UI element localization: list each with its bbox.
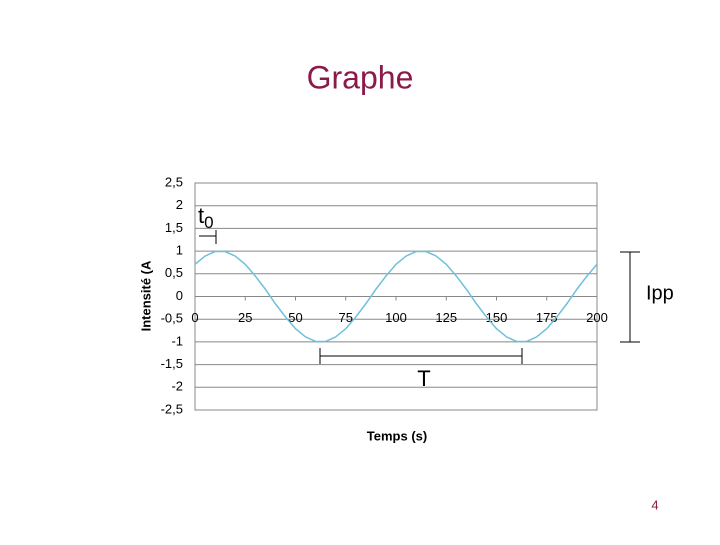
y-tick-label: 1,5 [165,220,183,235]
x-tick-label: 50 [288,310,302,325]
ipp-bracket [620,251,640,343]
x-tick-label: 150 [486,310,508,325]
x-tick-label: 0 [191,310,198,325]
period-bracket [319,348,523,364]
sine-curve [194,250,598,343]
x-tick-label: 100 [385,310,407,325]
t0-bracket [199,230,217,244]
y-tick-label: -2,5 [161,401,183,416]
x-tick-label: 200 [586,310,608,325]
y-tick-label: 0,5 [165,265,183,280]
slide-title: Graphe [307,59,414,95]
y-tick-label: -0,5 [161,311,183,326]
y-tick-label: -1 [171,333,183,348]
x-tick-label: 125 [435,310,457,325]
t0-label: t0 [198,203,214,233]
y-tick-label: 1 [176,243,183,258]
x-tick-label: 75 [339,310,353,325]
y-axis-title: Intensité (A [138,260,153,331]
x-tick-label: 25 [238,310,252,325]
x-tick-label: 175 [536,310,558,325]
y-tick-label: 2,5 [165,174,183,189]
t0-main: t [198,203,204,228]
x-axis-title: Temps (s) [367,428,427,443]
ipp-label: Ipp [646,282,674,304]
y-tick-label: -1,5 [161,356,183,371]
y-tick-label: 0 [176,288,183,303]
period-label: T [417,366,430,391]
y-tick-label: 2 [176,197,183,212]
t0-sub: 0 [204,213,213,232]
page-number: 4 [651,497,658,512]
y-tick-label: -2 [171,379,183,394]
